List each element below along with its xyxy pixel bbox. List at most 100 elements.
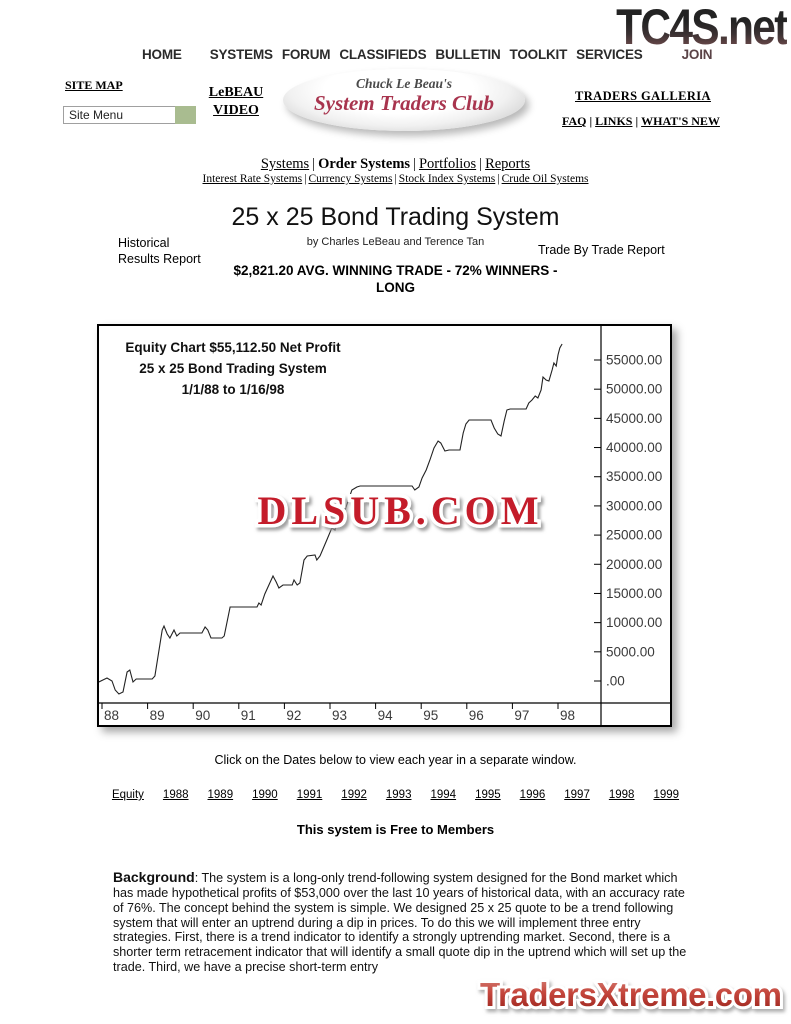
x-tick-label: 88 (104, 708, 119, 723)
background-paragraph: Background: The system is a long-only tr… (113, 869, 687, 975)
breadcrumb-secondary: Interest Rate Systems | Currency Systems | S… (0, 173, 791, 185)
byline: by Charles LeBeau and Terence Tan (306, 236, 485, 248)
nav-join[interactable]: JOIN (681, 47, 713, 62)
date-link-1995[interactable]: 1995 (475, 789, 501, 801)
breadcrumb-systems[interactable]: Systems (260, 156, 310, 172)
separator: | (312, 156, 316, 172)
x-tick-label: 92 (286, 708, 301, 723)
date-link-1989[interactable]: 1989 (207, 789, 234, 801)
chart-title-line3: 1/1/88 to 1/16/98 (181, 381, 285, 397)
x-tick-label: 97 (514, 708, 529, 723)
faq-links-row: FAQ | LINKS | WHAT'S NEW (562, 114, 720, 129)
y-tick-label: 20000.00 (606, 557, 662, 572)
page-title: 25 x 25 Bond Trading System (231, 203, 560, 231)
stats-line2: LONG (376, 279, 415, 295)
chart-title-line1: Equity Chart $55,112.50 Net Profit (125, 340, 341, 355)
x-tick-label: 89 (150, 708, 165, 723)
background-text: : The system is a long-only trend-follow… (113, 871, 687, 975)
y-tick-label: 50000.00 (606, 382, 662, 397)
nav-classifieds[interactable]: CLASSIFIEDS (339, 47, 427, 62)
lebeau-video-link[interactable]: LeBEAU VIDEO (201, 84, 271, 119)
traders-galleria-link[interactable]: TRADERS GALLERIA (575, 89, 711, 103)
y-tick-label: 55000.00 (606, 353, 662, 368)
whats-new-link[interactable]: WHAT'S NEW (641, 114, 720, 128)
y-tick-label: 45000.00 (606, 411, 662, 426)
y-tick-label: 30000.00 (606, 498, 662, 513)
separator: | (304, 173, 307, 185)
x-tick-label: 96 (469, 708, 484, 723)
top-nav: HOME SYSTEMS FORUM CLASSIFIEDS BULLETIN … (142, 47, 713, 62)
site-map-link[interactable]: SITE MAP (65, 78, 123, 92)
breadcrumb-crude-oil-systems[interactable]: Crude Oil Systems (501, 173, 589, 185)
date-link-1998[interactable]: 1998 (608, 789, 635, 801)
x-tick-label: 93 (332, 708, 347, 723)
date-links-row: Equity 1988 1989 1990 1991 1992 1993 199… (0, 789, 791, 801)
separator: | (589, 114, 593, 128)
date-link-1996[interactable]: 1996 (519, 789, 546, 801)
y-tick-label: 15000.00 (606, 586, 662, 601)
date-link-1992[interactable]: 1992 (341, 789, 367, 801)
dlsub-watermark: DLSUB.COM (258, 488, 541, 533)
x-tick-label: 98 (560, 708, 575, 723)
date-link-1991[interactable]: 1991 (296, 789, 323, 801)
y-tick-label: 5000.00 (606, 644, 655, 659)
equity-chart: .00 5000.00 10000.00 15000.00 20000.00 25000.… (97, 324, 672, 727)
separator: | (413, 156, 416, 172)
separator: | (479, 156, 483, 172)
system-traders-club-logo: Chuck Le Beau's System Traders Club (283, 69, 525, 131)
chart-title-line2: 25 x 25 Bond Trading System (139, 360, 327, 376)
y-tick-label: 25000.00 (606, 528, 662, 543)
stats-line1: $2,821.20 AVG. WINNING TRADE - 72% WINNE… (233, 263, 558, 278)
breadcrumb-reports[interactable]: Reports (485, 156, 531, 172)
breadcrumb-stock-index-systems[interactable]: Stock Index Systems (398, 173, 496, 185)
chart-title: Equity Chart $55,112.50 Net Profit 25 x … (113, 338, 353, 401)
historical-line1: Historical (118, 236, 170, 250)
y-tick-label: 10000.00 (606, 615, 662, 630)
separator: | (635, 114, 639, 128)
nav-services[interactable]: SERVICES (576, 47, 643, 62)
x-tick-label: 90 (195, 708, 210, 723)
y-tick-label: 40000.00 (606, 440, 662, 455)
separator: | (394, 173, 397, 185)
trade-by-trade-report-link[interactable]: Trade By Trade Report (538, 243, 665, 257)
breadcrumb-primary: Systems | Order Systems | Portfolios | Reports (0, 156, 791, 173)
x-tick-label: 95 (423, 708, 438, 723)
equity-chart-svg: .00 5000.00 10000.00 15000.00 20000.00 25000.… (99, 326, 670, 725)
date-link-1994[interactable]: 1994 (430, 789, 457, 801)
dates-instruction: Click on the Dates below to view each ye… (214, 753, 577, 767)
nav-forum[interactable]: FORUM (281, 47, 331, 62)
nav-systems[interactable]: SYSTEMS (209, 47, 273, 62)
site-menu-input[interactable] (63, 106, 175, 124)
stats-banner: $2,821.20 AVG. WINNING TRADE - 72% WINNE… (0, 263, 791, 297)
y-tick-label: 35000.00 (606, 469, 662, 484)
faq-link[interactable]: FAQ (562, 114, 587, 128)
tc4s-logo: TC4S.net (616, 0, 788, 55)
nav-bulletin[interactable]: BULLETIN (435, 47, 501, 62)
club-logo-subtitle: Chuck Le Beau's (355, 76, 452, 91)
nav-home[interactable]: HOME (142, 47, 182, 62)
site-menu (63, 106, 196, 124)
separator: | (497, 173, 500, 185)
breadcrumb-portfolios[interactable]: Portfolios (418, 156, 477, 172)
background-label: Background (113, 869, 195, 885)
historical-results-report-link[interactable]: Historical Results Report (118, 235, 201, 268)
links-link[interactable]: LINKS (595, 114, 633, 128)
date-link-1997[interactable]: 1997 (564, 789, 590, 801)
breadcrumb-order-systems[interactable]: Order Systems (318, 156, 411, 172)
breadcrumb-interest-rate-systems[interactable]: Interest Rate Systems (202, 173, 303, 185)
date-link-equity[interactable]: Equity (111, 789, 144, 801)
tradersxtreme-logo: TradersXtreme.com (477, 973, 785, 1016)
date-link-1993[interactable]: 1993 (385, 789, 412, 801)
equity-curve (99, 343, 563, 695)
date-link-1988[interactable]: 1988 (162, 789, 189, 801)
date-link-1999[interactable]: 1999 (653, 789, 680, 801)
breadcrumb-currency-systems[interactable]: Currency Systems (308, 173, 393, 185)
nav-toolkit[interactable]: TOOLKIT (509, 47, 568, 62)
date-link-1990[interactable]: 1990 (252, 789, 278, 801)
tradersxtreme-text: TradersXtreme.com (480, 976, 782, 1013)
club-logo-title: System Traders Club (313, 91, 495, 115)
site-menu-go-button[interactable] (175, 106, 196, 124)
historical-line2: Results Report (118, 252, 201, 267)
lebeau-video-line2: VIDEO (213, 102, 259, 118)
